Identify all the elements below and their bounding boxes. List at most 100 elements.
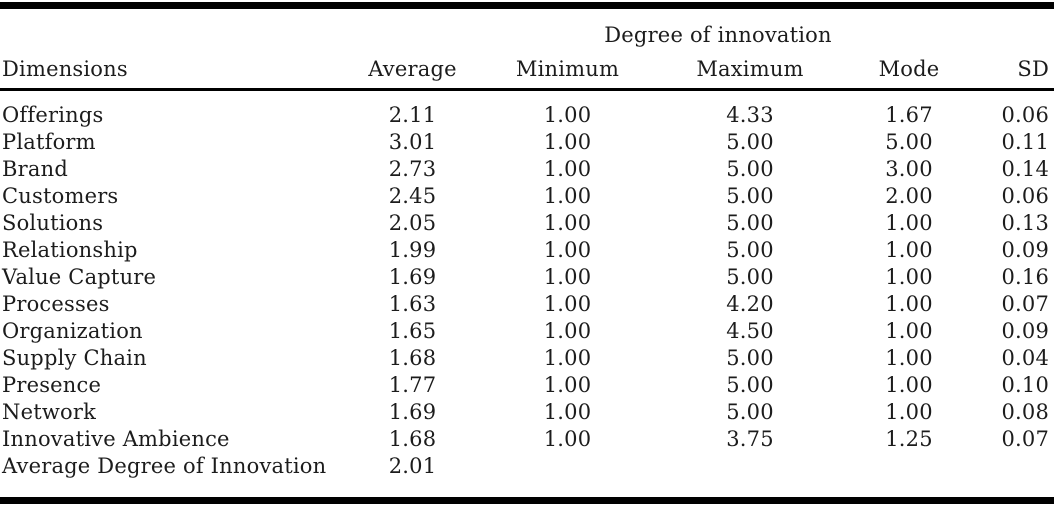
cell-sd: 0.07 [1001,427,1050,451]
cell-average: 2.11 [388,103,437,127]
cell-average: 2.05 [388,211,437,235]
col-header-maximum: Maximum [650,49,850,91]
table-row: Customers 2.45 1.00 5.00 2.00 0.06 [0,183,1054,210]
cell-sd: 0.07 [1001,292,1050,316]
cell-mode: 1.00 [885,238,933,262]
cell-mode [850,453,968,501]
cell-minimum: 1.00 [543,238,592,262]
cell-sd: 0.09 [1001,238,1050,262]
cell-dimension: Supply Chain [2,346,147,370]
table-row: Organization 1.65 1.00 4.50 1.00 0.09 [0,318,1054,345]
cell-maximum: 4.50 [726,319,774,343]
cell-average: 1.68 [388,427,437,451]
col-header-average: Average [340,49,485,91]
cell-mode: 1.00 [885,346,933,370]
cell-dimension: Average Degree of Innovation [2,454,327,478]
cell-average: 1.99 [388,238,437,262]
cell-minimum: 1.00 [543,373,592,397]
table-row: Relationship 1.99 1.00 5.00 1.00 0.09 [0,237,1054,264]
cell-average: 2.01 [388,454,437,478]
cell-dimension: Innovative Ambience [2,427,230,451]
cell-dimension: Brand [2,157,68,181]
cell-sd: 0.04 [1001,346,1050,370]
cell-minimum: 1.00 [543,184,592,208]
cell-mode: 5.00 [885,130,933,154]
table-row: Platform 3.01 1.00 5.00 5.00 0.11 [0,129,1054,156]
cell-dimension: Processes [2,292,110,316]
cell-maximum [650,453,850,501]
cell-dimension: Platform [2,130,96,154]
cell-sd: 0.13 [1001,211,1050,235]
cell-maximum: 5.00 [726,373,774,397]
cell-sd: 0.08 [1001,400,1050,424]
cell-average: 1.77 [388,373,437,397]
cell-maximum: 5.00 [726,400,774,424]
cell-dimension: Solutions [2,211,104,235]
cell-sd: 0.14 [1001,157,1050,181]
cell-minimum: 1.00 [543,400,592,424]
cell-minimum: 1.00 [543,103,592,127]
cell-mode: 1.00 [885,292,933,316]
table-row: Processes 1.63 1.00 4.20 1.00 0.07 [0,291,1054,318]
cell-sd [968,453,1054,501]
cell-sd: 0.06 [1001,184,1050,208]
col-header-mode: Mode [850,49,968,91]
table-row: Network 1.69 1.00 5.00 1.00 0.08 [0,399,1054,426]
cell-average: 2.45 [388,184,437,208]
cell-maximum: 5.00 [726,346,774,370]
table-row: Brand 2.73 1.00 5.00 3.00 0.14 [0,156,1054,183]
cell-average: 1.65 [388,319,437,343]
cell-maximum: 4.33 [726,103,774,127]
cell-minimum [485,453,650,501]
table-row: Offerings 2.11 1.00 4.33 1.67 0.06 [0,90,1054,130]
cell-sd: 0.11 [1001,130,1050,154]
cell-maximum: 4.20 [726,292,774,316]
spanner-spacer [0,6,340,50]
cell-mode: 2.00 [885,184,933,208]
table-spanner-heading: Degree of innovation [604,23,832,47]
table-body: Offerings 2.11 1.00 4.33 1.67 0.06 Platf… [0,90,1054,501]
cell-average: 2.73 [388,157,437,181]
col-header-dimensions: Dimensions [0,49,340,91]
cell-sd: 0.10 [1001,373,1050,397]
cell-maximum: 3.75 [726,427,774,451]
cell-average: 1.69 [388,265,437,289]
table-row: Supply Chain 1.68 1.00 5.00 1.00 0.04 [0,345,1054,372]
cell-sd: 0.06 [1001,103,1050,127]
table-row: Presence 1.77 1.00 5.00 1.00 0.10 [0,372,1054,399]
spanner-row: Degree of innovation [0,6,1054,50]
cell-sd: 0.09 [1001,319,1050,343]
cell-mode: 1.00 [885,211,933,235]
cell-average: 1.69 [388,400,437,424]
cell-minimum: 1.00 [543,346,592,370]
cell-minimum: 1.00 [543,427,592,451]
cell-dimension: Value Capture [2,265,157,289]
cell-mode: 1.67 [885,103,933,127]
cell-average: 3.01 [388,130,437,154]
cell-mode: 1.25 [885,427,933,451]
cell-minimum: 1.00 [543,211,592,235]
cell-mode: 1.00 [885,400,933,424]
cell-maximum: 5.00 [726,265,774,289]
cell-mode: 1.00 [885,319,933,343]
cell-maximum: 5.00 [726,184,774,208]
col-header-minimum: Minimum [485,49,650,91]
cell-minimum: 1.00 [543,292,592,316]
header-row: Dimensions Average Minimum Maximum Mode … [0,49,1054,91]
cell-maximum: 5.00 [726,157,774,181]
cell-mode: 1.00 [885,265,933,289]
cell-maximum: 5.00 [726,211,774,235]
table-row: Average Degree of Innovation 2.01 [0,453,1054,501]
cell-dimension: Network [2,400,97,424]
cell-dimension: Presence [2,373,102,397]
cell-mode: 3.00 [885,157,933,181]
cell-mode: 1.00 [885,373,933,397]
cell-dimension: Customers [2,184,119,208]
cell-maximum: 5.00 [726,238,774,262]
cell-dimension: Relationship [2,238,138,262]
cell-minimum: 1.00 [543,130,592,154]
cell-dimension: Offerings [2,103,104,127]
cell-minimum: 1.00 [543,157,592,181]
cell-minimum: 1.00 [543,319,592,343]
